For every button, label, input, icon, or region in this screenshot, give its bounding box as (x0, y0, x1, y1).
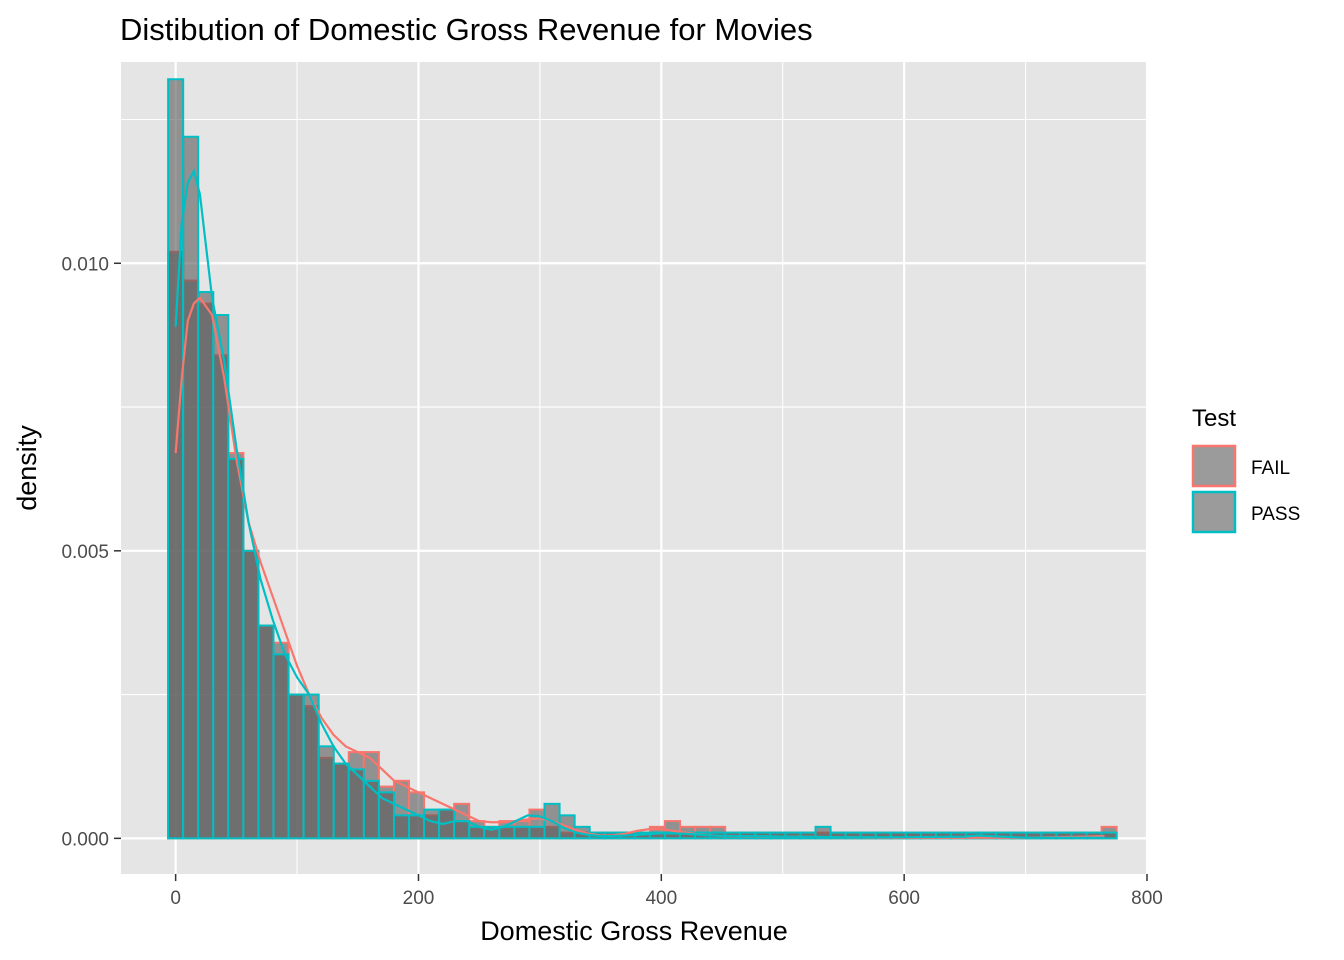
x-axis-ticks: 0 200 400 600 800 (170, 874, 1163, 909)
x-axis-title: Domestic Gross Revenue (480, 916, 788, 946)
y-axis-title: density (12, 425, 42, 511)
chart-title: Distibution of Domestic Gross Revenue fo… (120, 12, 813, 47)
histogram-bar-pass (423, 808, 441, 840)
histogram-bar-pass (272, 653, 290, 840)
histogram-bar-pass (498, 825, 516, 840)
x-tick-label: 800 (1131, 888, 1163, 909)
histogram-bar-pass (242, 549, 260, 840)
x-tick-label: 600 (888, 888, 920, 909)
y-tick-label: 0.000 (61, 829, 109, 850)
histogram-bar-pass (257, 624, 275, 840)
density-line-pass (174, 168, 1105, 839)
histogram-bar-pass (182, 135, 200, 840)
bars-pass (167, 78, 1118, 840)
histogram-bar-pass (453, 820, 471, 840)
legend-key-fail (1191, 444, 1237, 488)
y-axis-ticks: 0.000 0.005 0.010 (61, 254, 121, 850)
x-tick-label: 0 (170, 888, 181, 909)
y-tick-label: 0.010 (61, 254, 109, 275)
legend-title: Test (1192, 405, 1236, 432)
histogram-bar-pass (167, 78, 185, 840)
y-tick-label: 0.005 (61, 542, 109, 563)
histogram-bar-pass (287, 693, 305, 840)
histogram-bar-pass (392, 814, 411, 840)
histogram-bar-pass (197, 291, 215, 840)
histogram-bar-pass (513, 825, 531, 840)
legend-label-fail: FAIL (1251, 458, 1290, 479)
legend-label-pass: PASS (1251, 504, 1300, 525)
histogram-bar-pass (227, 457, 245, 840)
x-tick-label: 400 (645, 888, 677, 909)
legend-key-pass (1191, 490, 1237, 534)
legend: Test FAIL PASS (1191, 405, 1300, 534)
histogram-bar-pass (528, 825, 546, 840)
histogram-bar-pass (408, 814, 426, 840)
x-tick-label: 200 (403, 888, 435, 909)
grid-minor (121, 62, 1147, 874)
histogram-bar-pass (332, 762, 350, 840)
histogram-bar-pass (302, 693, 320, 840)
histogram-bar-pass (317, 745, 335, 840)
